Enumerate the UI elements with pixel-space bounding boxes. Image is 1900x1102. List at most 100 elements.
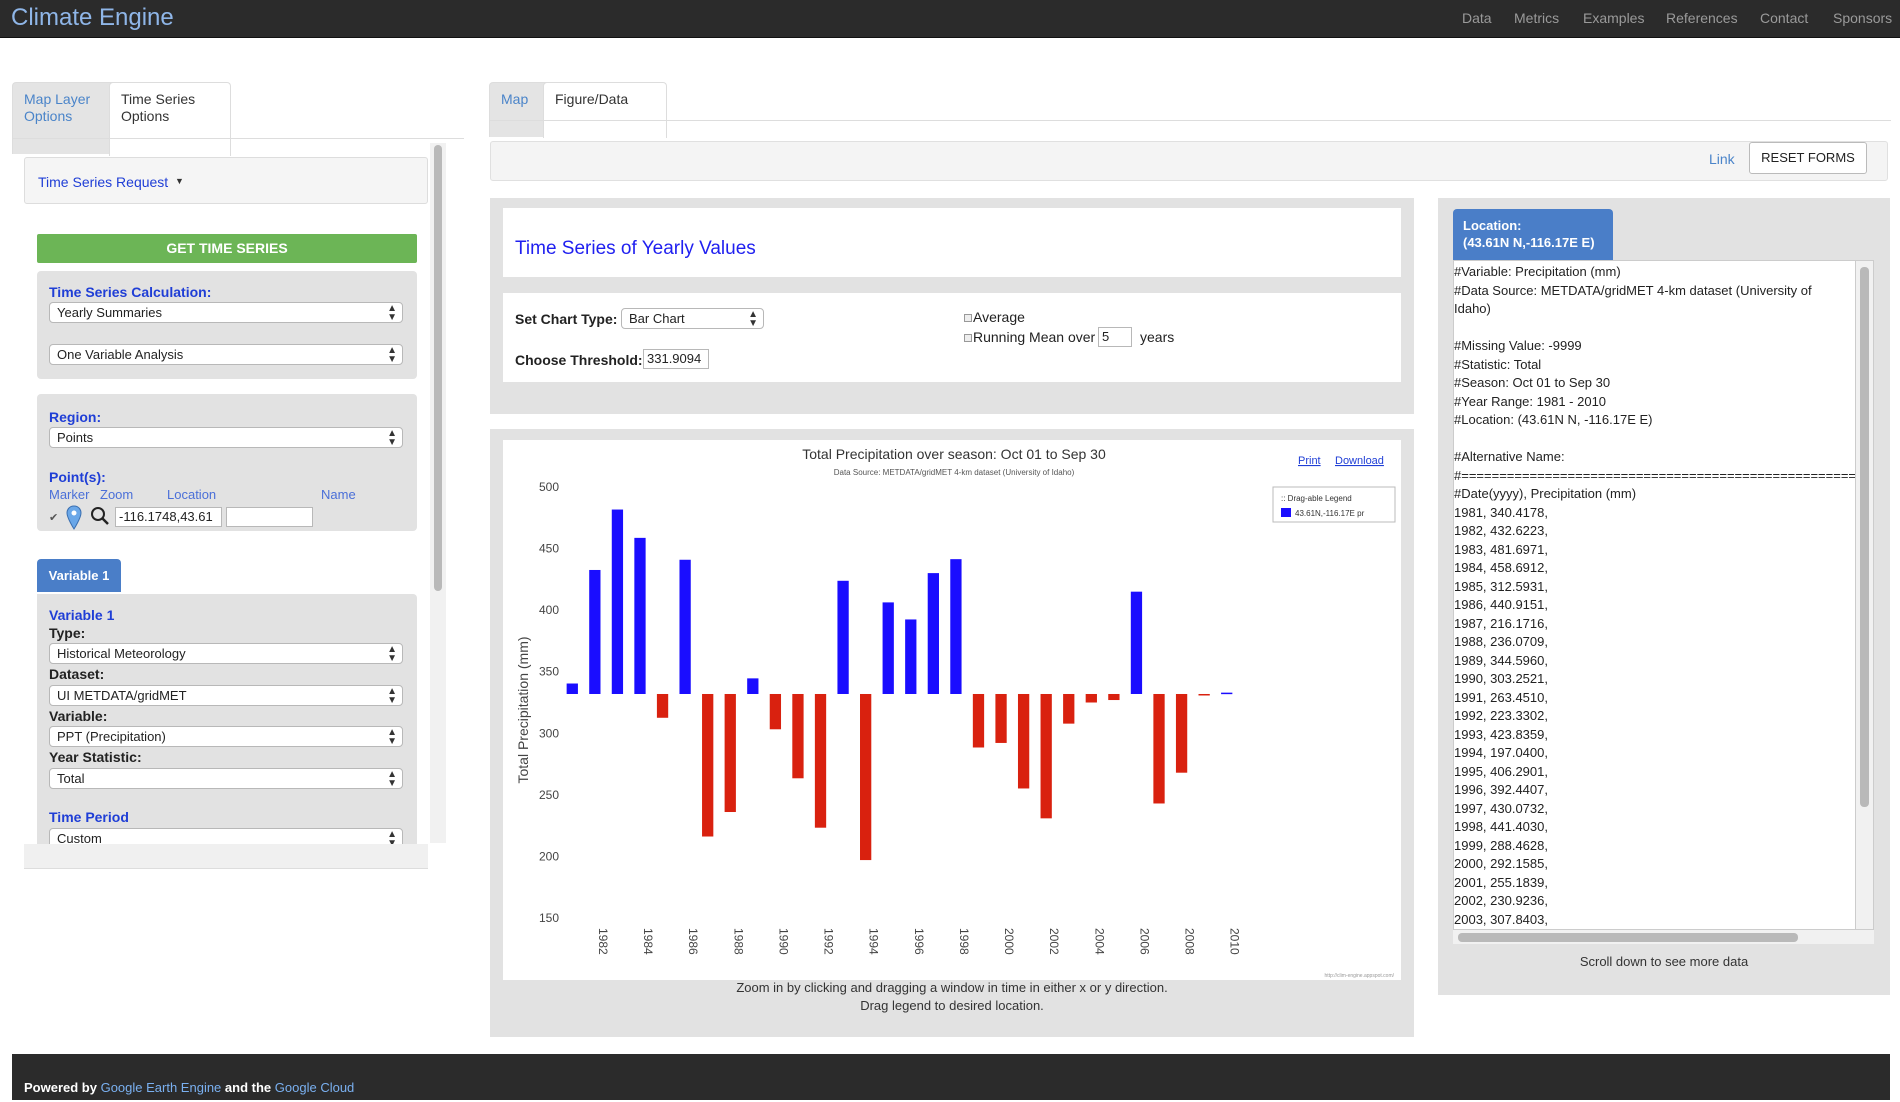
data-textarea[interactable]: #Variable: Precipitation (mm) #Data Sourc… — [1453, 260, 1856, 930]
bar-1992[interactable] — [814, 693, 827, 828]
bar-1989[interactable] — [747, 678, 759, 694]
bar-1985[interactable] — [656, 693, 669, 718]
footer-gee-link[interactable]: Google Earth Engine — [100, 1080, 222, 1095]
data-line: #Statistic: Total — [1454, 356, 1542, 372]
region-select[interactable]: Points ▲ ▼ — [49, 427, 403, 448]
calculation-select[interactable]: Yearly Summaries ▲ ▼ — [49, 302, 403, 323]
bar-1999[interactable] — [972, 693, 985, 748]
chart-type-label: Set Chart Type: — [515, 311, 618, 327]
bar-1991[interactable] — [792, 693, 804, 779]
bar-series — [566, 509, 1233, 861]
data-line: #Alternative Name: — [1454, 449, 1565, 464]
data-v-scrollbar-thumb[interactable] — [1860, 267, 1869, 807]
time-period-select[interactable]: Custom ▲ ▼ — [49, 828, 403, 844]
threshold-input[interactable]: 331.9094 — [643, 349, 709, 369]
bar-1988[interactable] — [724, 693, 736, 813]
data-h-scrollbar-track[interactable] — [1453, 930, 1874, 944]
left-scrollbar-track[interactable] — [430, 143, 446, 843]
bar-1986[interactable] — [679, 559, 691, 694]
nav-link-contact[interactable]: Contact — [1760, 10, 1809, 26]
running-mean-checkbox[interactable] — [964, 334, 972, 342]
data-line: 1997, 430.0732, — [1454, 800, 1548, 816]
x-tick-label: 1998 — [957, 928, 971, 955]
download-link[interactable]: Download — [1335, 455, 1384, 467]
brand-logo[interactable]: Climate Engine — [11, 4, 174, 31]
data-line: 1981, 340.4178, — [1454, 504, 1548, 520]
nav-link-data[interactable]: Data — [1462, 10, 1492, 26]
calc-label: Time Series Calculation: — [49, 284, 212, 300]
bar-2009[interactable] — [1198, 693, 1210, 696]
data-line: 1988, 236.0709, — [1454, 634, 1548, 649]
average-checkbox[interactable] — [964, 314, 972, 322]
data-line: 1999, 288.4628, — [1454, 837, 1548, 853]
data-v-scrollbar-track[interactable] — [1856, 260, 1874, 930]
x-tick-label: 1994 — [867, 928, 881, 955]
col-zoom-header: Zoom — [100, 487, 134, 502]
link-button[interactable]: Link — [1709, 151, 1735, 167]
nav-link-examples[interactable]: Examples — [1583, 10, 1645, 26]
tab-figure-data[interactable]: Figure/Data — [543, 82, 667, 138]
get-time-series-button[interactable]: GET TIME SERIES — [37, 234, 417, 263]
dataset-select[interactable]: UI METDATA/gridMET ▲ ▼ — [49, 685, 403, 706]
bar-1981[interactable] — [566, 683, 578, 694]
print-link[interactable]: Print — [1298, 455, 1321, 467]
time-series-request-title: Time Series Request — [38, 174, 169, 190]
bar-1994[interactable] — [860, 693, 872, 861]
zoom-magnifier-icon[interactable] — [90, 506, 110, 526]
chart-legend[interactable]: :: Drag-able Legend 43.61N,-116.17E pr — [1272, 486, 1396, 523]
legend-box[interactable] — [1272, 486, 1396, 523]
point-location-input[interactable]: -116.1748,43.61 — [115, 507, 222, 527]
bar-1983[interactable] — [611, 509, 624, 694]
bar-1995[interactable] — [882, 602, 894, 694]
nav-link-metrics[interactable]: Metrics — [1514, 10, 1560, 26]
location-tab[interactable]: Location: (43.61N N,-116.17E E) — [1453, 209, 1613, 260]
bar-1998[interactable] — [950, 559, 962, 694]
tab-variable-1[interactable]: Variable 1 — [37, 559, 121, 592]
map-marker-icon[interactable] — [66, 505, 82, 530]
col-name-header: Name — [321, 487, 356, 502]
reset-forms-button[interactable]: RESET FORMS — [1749, 142, 1867, 174]
bar-1984[interactable] — [634, 537, 646, 694]
bar-2008[interactable] — [1175, 693, 1188, 773]
type-select[interactable]: Historical Meteorology ▲ ▼ — [49, 643, 403, 664]
y-tick-label: 400 — [539, 603, 559, 617]
bar-2010[interactable] — [1221, 692, 1233, 695]
data-line: 2003, 307.8403, — [1454, 911, 1548, 927]
bar-1993[interactable] — [837, 580, 849, 694]
bar-1982[interactable] — [589, 569, 601, 694]
footer-text: Powered by Google Earth Engine and the G… — [24, 1080, 354, 1095]
footer-cloud-link[interactable]: Google Cloud — [274, 1080, 355, 1095]
nav-link-sponsors[interactable]: Sponsors — [1833, 10, 1893, 26]
chart-title: Total Precipitation over season: Oct 01 … — [802, 446, 1106, 462]
time-series-request-header[interactable]: Time Series Request ▼ — [24, 157, 428, 204]
bar-2000[interactable] — [995, 693, 1007, 743]
variable-select[interactable]: PPT (Precipitation) ▲ ▼ — [49, 726, 403, 747]
chart-box: Total Precipitation over season: Oct 01 … — [503, 440, 1401, 980]
nav-link-references[interactable]: References — [1666, 10, 1738, 26]
bar-2003[interactable] — [1063, 693, 1075, 724]
precipitation-bar-chart[interactable]: Total Precipitation over season: Oct 01 … — [503, 440, 1401, 980]
bar-1990[interactable] — [769, 693, 782, 730]
bar-1996[interactable] — [905, 619, 917, 694]
bar-1987[interactable] — [702, 693, 714, 837]
tab-time-series-options[interactable]: Time Series Options — [109, 82, 231, 156]
bar-2004[interactable] — [1085, 693, 1097, 703]
running-mean-input[interactable]: 5 — [1098, 327, 1132, 347]
analysis-select[interactable]: One Variable Analysis ▲ ▼ — [49, 344, 403, 365]
data-h-scrollbar-thumb[interactable] — [1458, 933, 1798, 942]
bar-1997[interactable] — [927, 573, 939, 694]
bar-2002[interactable] — [1040, 693, 1052, 819]
bar-2005[interactable] — [1108, 693, 1120, 701]
left-scrollbar-thumb[interactable] — [434, 145, 442, 591]
year-statistic-select[interactable]: Total ▲ ▼ — [49, 768, 403, 789]
year-statistic-label: Year Statistic: — [49, 749, 142, 765]
caret-down-icon: ▼ — [175, 176, 184, 186]
point-checkbox[interactable]: ✔ — [49, 512, 59, 524]
chart-type-select[interactable]: Bar Chart ▲ ▼ — [621, 308, 764, 329]
select-arrows-icon: ▲ ▼ — [387, 303, 397, 323]
y-tick-label: 350 — [539, 665, 559, 679]
point-name-input[interactable] — [226, 507, 313, 527]
bar-2007[interactable] — [1153, 693, 1165, 804]
bar-2001[interactable] — [1017, 693, 1030, 789]
bar-2006[interactable] — [1130, 591, 1143, 694]
